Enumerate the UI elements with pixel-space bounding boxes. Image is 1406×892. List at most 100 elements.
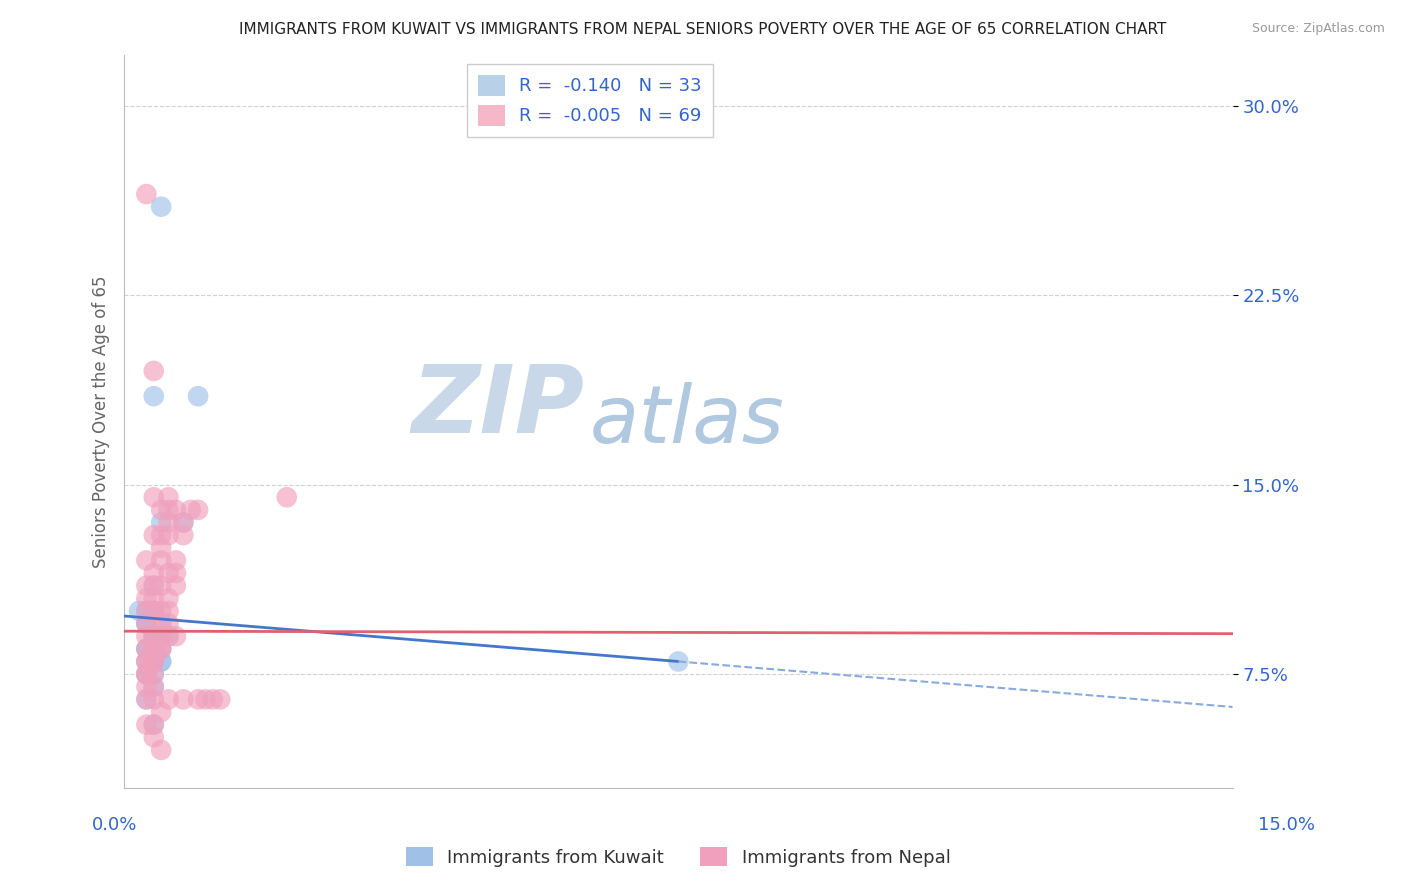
Point: [157, 490, 180, 504]
Point: [187, 389, 209, 403]
Point: [157, 503, 180, 517]
Point: [142, 604, 165, 618]
Point: [142, 604, 165, 618]
Text: 0.0%: 0.0%: [91, 816, 136, 834]
Point: [135, 680, 157, 694]
Point: [142, 717, 165, 731]
Point: [135, 604, 157, 618]
Point: [157, 528, 180, 542]
Point: [142, 717, 165, 731]
Point: [150, 541, 173, 555]
Y-axis label: Seniors Poverty Over the Age of 65: Seniors Poverty Over the Age of 65: [93, 276, 110, 567]
Point: [142, 641, 165, 656]
Point: [135, 641, 157, 656]
Point: [165, 629, 187, 643]
Point: [135, 667, 157, 681]
Point: [150, 579, 173, 593]
Point: [135, 616, 157, 631]
Point: [135, 616, 157, 631]
Point: [142, 604, 165, 618]
Point: [142, 528, 165, 542]
Point: [142, 667, 165, 681]
Point: [172, 692, 194, 706]
Point: [157, 692, 180, 706]
Point: [142, 629, 165, 643]
Point: [142, 641, 165, 656]
Point: [187, 503, 209, 517]
Point: [150, 616, 173, 631]
Point: [150, 655, 173, 669]
Point: [142, 629, 165, 643]
Point: [142, 566, 165, 580]
Point: [135, 591, 157, 606]
Point: [157, 604, 180, 618]
Point: [135, 667, 157, 681]
Point: [150, 641, 173, 656]
Text: 15.0%: 15.0%: [1257, 816, 1315, 834]
Point: [135, 187, 157, 202]
Point: [142, 490, 165, 504]
Text: IMMIGRANTS FROM KUWAIT VS IMMIGRANTS FROM NEPAL SENIORS POVERTY OVER THE AGE OF : IMMIGRANTS FROM KUWAIT VS IMMIGRANTS FRO…: [239, 22, 1167, 37]
Point: [135, 692, 157, 706]
Point: [150, 503, 173, 517]
Text: ZIP: ZIP: [412, 361, 583, 453]
Point: [142, 680, 165, 694]
Point: [157, 516, 180, 530]
Point: [128, 604, 150, 618]
Point: [142, 579, 165, 593]
Point: [165, 566, 187, 580]
Point: [135, 692, 157, 706]
Point: [209, 692, 232, 706]
Text: atlas: atlas: [589, 383, 785, 460]
Point: [150, 200, 173, 214]
Point: [194, 692, 217, 706]
Point: [150, 516, 173, 530]
Point: [135, 655, 157, 669]
Point: [135, 629, 157, 643]
Point: [142, 655, 165, 669]
Point: [276, 490, 298, 504]
Point: [157, 629, 180, 643]
Point: [165, 553, 187, 567]
Point: [142, 692, 165, 706]
Point: [135, 655, 157, 669]
Point: [135, 655, 157, 669]
Point: [150, 641, 173, 656]
Point: [150, 629, 173, 643]
Point: [150, 528, 173, 542]
Point: [666, 655, 689, 669]
Point: [201, 692, 224, 706]
Point: [172, 528, 194, 542]
Point: [135, 641, 157, 656]
Point: [142, 655, 165, 669]
Point: [142, 641, 165, 656]
Point: [157, 616, 180, 631]
Point: [135, 717, 157, 731]
Point: [157, 566, 180, 580]
Point: [135, 579, 157, 593]
Point: [150, 705, 173, 719]
Text: Source: ZipAtlas.com: Source: ZipAtlas.com: [1251, 22, 1385, 36]
Point: [150, 629, 173, 643]
Point: [135, 604, 157, 618]
Point: [187, 692, 209, 706]
Point: [150, 743, 173, 757]
Point: [142, 579, 165, 593]
Point: [142, 655, 165, 669]
Point: [157, 591, 180, 606]
Point: [172, 516, 194, 530]
Point: [135, 641, 157, 656]
Point: [135, 667, 157, 681]
Point: [165, 503, 187, 517]
Point: [172, 516, 194, 530]
Legend: R =  -0.140   N = 33, R =  -0.005   N = 69: R = -0.140 N = 33, R = -0.005 N = 69: [467, 64, 713, 136]
Point: [165, 579, 187, 593]
Point: [142, 591, 165, 606]
Point: [150, 616, 173, 631]
Point: [150, 604, 173, 618]
Point: [135, 616, 157, 631]
Point: [142, 680, 165, 694]
Point: [142, 731, 165, 745]
Point: [150, 655, 173, 669]
Point: [150, 553, 173, 567]
